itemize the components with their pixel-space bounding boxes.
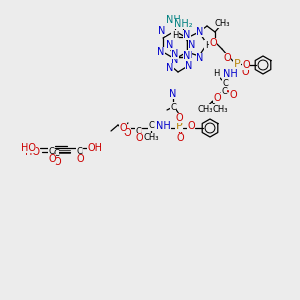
Text: O: O [119,123,127,133]
Text: NH: NH [223,69,237,79]
Text: O: O [48,154,56,164]
Text: O: O [135,133,143,143]
Text: H: H [172,31,178,40]
Text: C: C [76,148,82,157]
Text: N: N [188,40,196,50]
Text: O: O [242,60,250,70]
Text: P: P [234,59,240,69]
Text: C: C [48,148,54,157]
Text: CH₃: CH₃ [212,104,228,113]
Text: N: N [169,89,177,99]
Text: N: N [171,49,179,59]
Text: N: N [157,47,165,57]
Text: N: N [196,27,204,37]
Text: O: O [223,53,231,63]
Text: CH₃: CH₃ [214,19,230,28]
Text: O: O [213,93,221,103]
Text: C: C [222,80,228,88]
Text: O: O [176,133,184,143]
Text: O: O [241,67,249,77]
Text: N: N [185,50,191,59]
Text: N: N [166,63,174,73]
Text: N: N [183,51,191,61]
Text: N: N [158,26,166,36]
Text: O: O [187,121,195,131]
Text: H: H [205,40,211,50]
Text: C: C [148,122,154,130]
Text: C: C [53,149,59,158]
Text: N: N [166,40,174,50]
Text: CH₃: CH₃ [197,104,213,113]
Text: NH: NH [156,121,170,131]
Text: O: O [53,157,61,167]
Text: H: H [213,70,219,79]
Text: CH₃: CH₃ [143,134,159,142]
Text: OH: OH [88,143,103,153]
Text: O: O [123,128,131,138]
Text: HO: HO [20,143,35,153]
Text: HO: HO [25,147,40,157]
Text: P: P [176,121,182,131]
Text: O: O [76,154,84,164]
Text: N: N [185,61,193,71]
Text: N: N [183,30,191,40]
Text: O: O [175,113,183,123]
Text: NH₂: NH₂ [166,15,184,25]
Text: C: C [170,103,176,112]
Text: NH₂: NH₂ [174,19,192,29]
Text: O: O [209,38,217,48]
Text: N: N [196,53,204,63]
Text: C: C [221,86,227,95]
Text: C: C [135,128,141,136]
Text: N: N [171,55,179,65]
Text: O: O [229,90,237,100]
